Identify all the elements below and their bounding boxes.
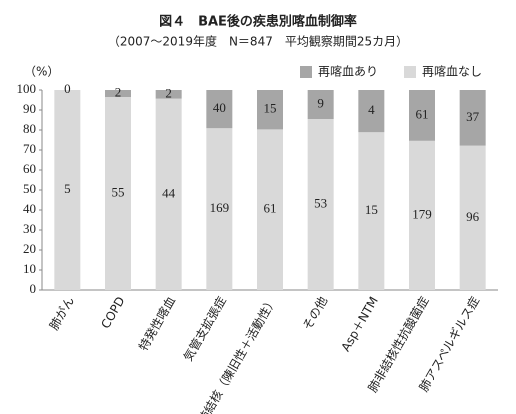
bar-segment bbox=[54, 90, 81, 290]
x-tick-label: 気管支拡張症 bbox=[180, 294, 229, 364]
bar-segment bbox=[105, 97, 131, 290]
bar-segment bbox=[155, 90, 182, 99]
bar-segment bbox=[307, 119, 334, 290]
data-label: 61 bbox=[264, 201, 277, 216]
y-tick-label: 50 bbox=[23, 181, 36, 196]
bar-segment bbox=[105, 90, 131, 97]
data-label: 55 bbox=[112, 184, 125, 199]
data-label: 179 bbox=[412, 206, 432, 221]
bar-segment bbox=[358, 90, 385, 133]
x-tick-label: Asp＋NTM bbox=[338, 294, 380, 354]
bar-segment bbox=[257, 90, 283, 130]
data-label: 37 bbox=[466, 109, 480, 124]
y-tick-label: 10 bbox=[23, 261, 36, 276]
bar-segment bbox=[459, 90, 486, 146]
y-axis-label: （%） bbox=[24, 65, 59, 79]
y-tick-label: 40 bbox=[23, 201, 36, 216]
chart-subtitle: （2007〜2019年度 N＝847 平均観察期間25カ月） bbox=[108, 34, 408, 49]
y-tick-label: 100 bbox=[17, 81, 37, 96]
data-label: 4 bbox=[368, 102, 375, 117]
y-tick-label: 70 bbox=[23, 141, 36, 156]
y-tick-label: 30 bbox=[23, 221, 36, 236]
data-label: 61 bbox=[416, 106, 429, 121]
data-label: 44 bbox=[162, 185, 176, 200]
data-label: 0 bbox=[64, 81, 71, 96]
y-tick-label: 60 bbox=[23, 161, 36, 176]
bar-segment bbox=[257, 129, 283, 290]
data-label: 96 bbox=[466, 209, 480, 224]
legend-label: 再喀血あり bbox=[318, 65, 378, 79]
bar-segment bbox=[409, 90, 435, 141]
legend-swatch bbox=[404, 66, 416, 78]
data-label: 15 bbox=[365, 202, 378, 217]
y-tick-label: 0 bbox=[30, 281, 37, 296]
x-tick-label: 肺がん bbox=[46, 294, 77, 333]
bar-segment bbox=[358, 132, 385, 290]
data-label: 169 bbox=[210, 200, 230, 215]
bar-segment bbox=[206, 90, 233, 129]
data-label: 2 bbox=[115, 84, 122, 99]
bar-segment bbox=[409, 140, 435, 290]
bar-segment bbox=[155, 98, 182, 290]
x-tick-label: その他 bbox=[300, 294, 330, 332]
data-label: 2 bbox=[165, 85, 172, 100]
bar-segment bbox=[307, 90, 334, 119]
data-label: 40 bbox=[213, 100, 226, 115]
x-tick-label: 特発性喀血 bbox=[135, 294, 178, 353]
data-label: 5 bbox=[64, 181, 71, 196]
data-label: 15 bbox=[264, 101, 277, 116]
data-label: 9 bbox=[317, 95, 324, 110]
legend-label: 再喀血なし bbox=[422, 65, 482, 79]
y-tick-label: 20 bbox=[23, 241, 36, 256]
chart-title: 図４ BAE後の疾患別喀血制御率 bbox=[159, 14, 357, 30]
bar-segment bbox=[206, 128, 233, 290]
y-tick-label: 90 bbox=[23, 101, 36, 116]
x-tick-label: COPD bbox=[98, 294, 127, 331]
data-label: 53 bbox=[314, 195, 327, 210]
legend-swatch bbox=[300, 66, 312, 78]
y-tick-label: 80 bbox=[23, 121, 36, 136]
bar-segment bbox=[459, 145, 486, 290]
